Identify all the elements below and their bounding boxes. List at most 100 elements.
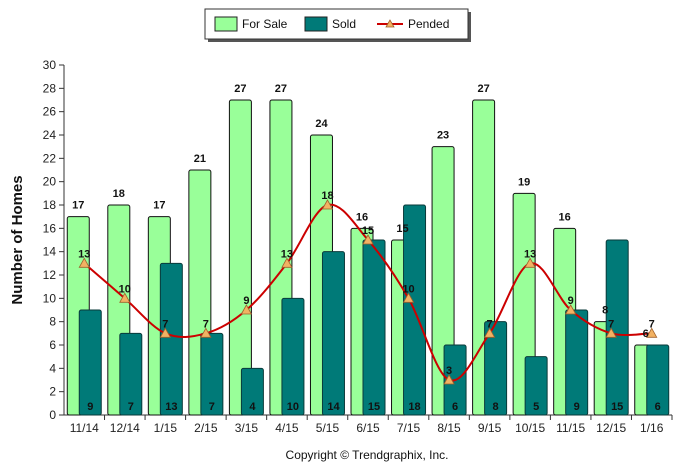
x-tick-label: 2/15 — [194, 421, 218, 435]
pended-value-label: 9 — [568, 295, 574, 307]
legend-label: Sold — [332, 17, 356, 31]
sold-bar — [646, 344, 670, 416]
y-tick-label: 20 — [43, 175, 57, 189]
sold-value-label: 5 — [533, 401, 539, 413]
pended-value-label: 7 — [162, 318, 168, 330]
sold-bar — [605, 239, 629, 416]
pended-value-label: 7 — [487, 318, 493, 330]
sold-bar — [119, 332, 143, 416]
pended-marker — [646, 327, 658, 338]
pended-marker — [78, 257, 90, 268]
for-sale-value-label: 16 — [559, 211, 571, 223]
for-sale-bar — [228, 99, 252, 416]
y-axis-label: Number of Homes — [9, 175, 26, 304]
y-tick-label: 6 — [49, 338, 56, 352]
sold-bar — [159, 262, 183, 416]
for-sale-value-label: 17 — [72, 200, 84, 212]
pended-marker — [564, 304, 577, 315]
for-sale-value-label: 27 — [477, 83, 489, 95]
sold-value-label: 8 — [493, 401, 499, 413]
sold-value-label: 6 — [655, 401, 661, 413]
pended-marker — [524, 257, 536, 268]
sold-bar — [78, 309, 102, 416]
pended-value-label: 10 — [119, 283, 131, 295]
y-tick-label: 26 — [43, 105, 57, 119]
y-tick-label: 24 — [43, 128, 57, 142]
pended-value-label: 7 — [608, 318, 614, 330]
sold-value-label: 9 — [87, 401, 93, 413]
pended-value-label: 7 — [203, 318, 209, 330]
pended-value-label: 9 — [243, 295, 249, 307]
sold-bar — [565, 309, 589, 416]
x-tick-label: 9/15 — [478, 421, 502, 435]
y-tick-label: 30 — [43, 58, 57, 72]
pended-value-label: 7 — [649, 318, 655, 330]
x-tick-label: 5/15 — [316, 421, 340, 435]
pended-value-label: 3 — [446, 365, 452, 377]
pended-marker — [240, 304, 253, 315]
for-sale-value-label: 27 — [275, 83, 287, 95]
x-tick-label: 10/15 — [515, 421, 545, 435]
pended-marker — [402, 292, 415, 303]
pended-value-label: 13 — [281, 248, 293, 260]
pended-line — [78, 199, 658, 385]
legend-pended-marker — [385, 19, 395, 28]
legend-swatch — [304, 16, 328, 32]
pended-marker — [605, 327, 617, 338]
x-tick-label: 11/14 — [70, 421, 99, 435]
y-tick-label: 4 — [49, 361, 56, 375]
sold-bar — [362, 239, 386, 416]
x-tick-label: 3/15 — [235, 421, 259, 435]
x-tick-label: 4/15 — [275, 421, 299, 435]
sold-value-label: 15 — [368, 401, 380, 413]
x-tick-label: 1/16 — [640, 421, 664, 435]
pended-marker — [281, 257, 293, 268]
x-tick-label: 11/15 — [556, 421, 585, 435]
sold-bar — [524, 356, 548, 416]
y-tick-label: 16 — [43, 221, 57, 235]
sold-value-label: 14 — [327, 401, 340, 413]
legend-box — [204, 8, 469, 40]
pended-marker — [159, 327, 172, 338]
y-tick-label: 14 — [43, 245, 57, 259]
y-tick-label: 10 — [43, 291, 57, 305]
sold-value-label: 13 — [165, 401, 177, 413]
sold-value-label: 4 — [249, 401, 256, 413]
y-tick-label: 12 — [43, 268, 57, 282]
y-tick-label: 28 — [43, 81, 57, 95]
pended-marker — [483, 327, 496, 338]
sold-value-label: 6 — [452, 401, 458, 413]
pended-value-label: 10 — [402, 283, 414, 295]
copyright-text: Copyright © Trendgraphix, Inc. — [286, 448, 449, 462]
pended-marker — [443, 374, 455, 385]
pended-marker — [200, 327, 212, 338]
bars — [66, 99, 670, 416]
for-sale-value-label: 17 — [153, 200, 165, 212]
sold-bar — [200, 332, 224, 416]
y-tick-label: 0 — [49, 408, 56, 422]
for-sale-value-label: 24 — [315, 118, 328, 130]
sold-bar — [281, 297, 305, 416]
sold-value-label: 7 — [209, 401, 215, 413]
x-tick-label: 7/15 — [397, 421, 421, 435]
sold-value-label: 15 — [611, 401, 623, 413]
y-tick-label: 22 — [43, 151, 57, 165]
x-tick-label: 8/15 — [437, 421, 461, 435]
sold-value-label: 7 — [128, 401, 134, 413]
for-sale-value-label: 27 — [234, 83, 246, 95]
data-labels: 17 9 18 7 17 13 21 7 27 4 27 10 24 14 16 15 15 18 23 6 27 8 19… — [72, 83, 661, 413]
legend: For Sale Sold Pended — [204, 8, 471, 42]
for-sale-value-label: 8 — [602, 305, 608, 317]
sold-value-label: 18 — [408, 401, 420, 413]
for-sale-value-label: 6 — [643, 328, 649, 340]
for-sale-value-label: 23 — [437, 130, 449, 142]
pended-value-label: 13 — [524, 248, 536, 260]
for-sale-value-label: 15 — [396, 223, 408, 235]
for-sale-value-label: 21 — [194, 153, 206, 165]
sold-bar — [321, 251, 345, 416]
pended-series-line — [83, 203, 652, 382]
legend-label-pended: Pended — [408, 17, 449, 31]
x-tick-label: 12/14 — [110, 421, 140, 435]
pended-value-label: 13 — [78, 248, 90, 260]
